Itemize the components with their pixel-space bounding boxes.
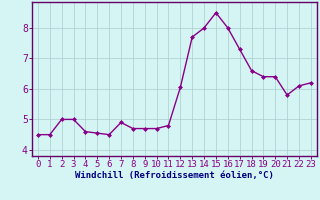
X-axis label: Windchill (Refroidissement éolien,°C): Windchill (Refroidissement éolien,°C) (75, 171, 274, 180)
